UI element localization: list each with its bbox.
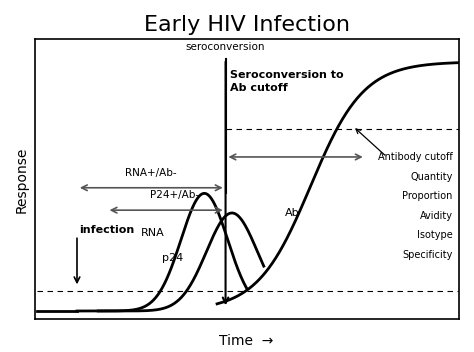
Text: Isotype: Isotype — [417, 230, 453, 240]
Text: seroconversion: seroconversion — [186, 42, 265, 52]
Title: Early HIV Infection: Early HIV Infection — [144, 15, 350, 35]
Text: Antibody cutoff: Antibody cutoff — [378, 152, 453, 162]
Text: Seroconversion to
Ab cutoff: Seroconversion to Ab cutoff — [230, 70, 344, 93]
Text: infection: infection — [79, 225, 134, 235]
Text: Quantity: Quantity — [410, 171, 453, 182]
Text: Avidity: Avidity — [419, 211, 453, 221]
Text: Specificity: Specificity — [402, 250, 453, 260]
Text: P24+/Ab-: P24+/Ab- — [150, 190, 199, 200]
Text: RNA+/Ab-: RNA+/Ab- — [126, 168, 177, 178]
Text: Time  →: Time → — [219, 334, 273, 348]
Y-axis label: Response: Response — [15, 146, 29, 213]
Text: Proportion: Proportion — [402, 191, 453, 201]
Text: p24: p24 — [162, 253, 183, 263]
Text: Ab: Ab — [285, 208, 300, 218]
Text: RNA: RNA — [141, 228, 164, 238]
